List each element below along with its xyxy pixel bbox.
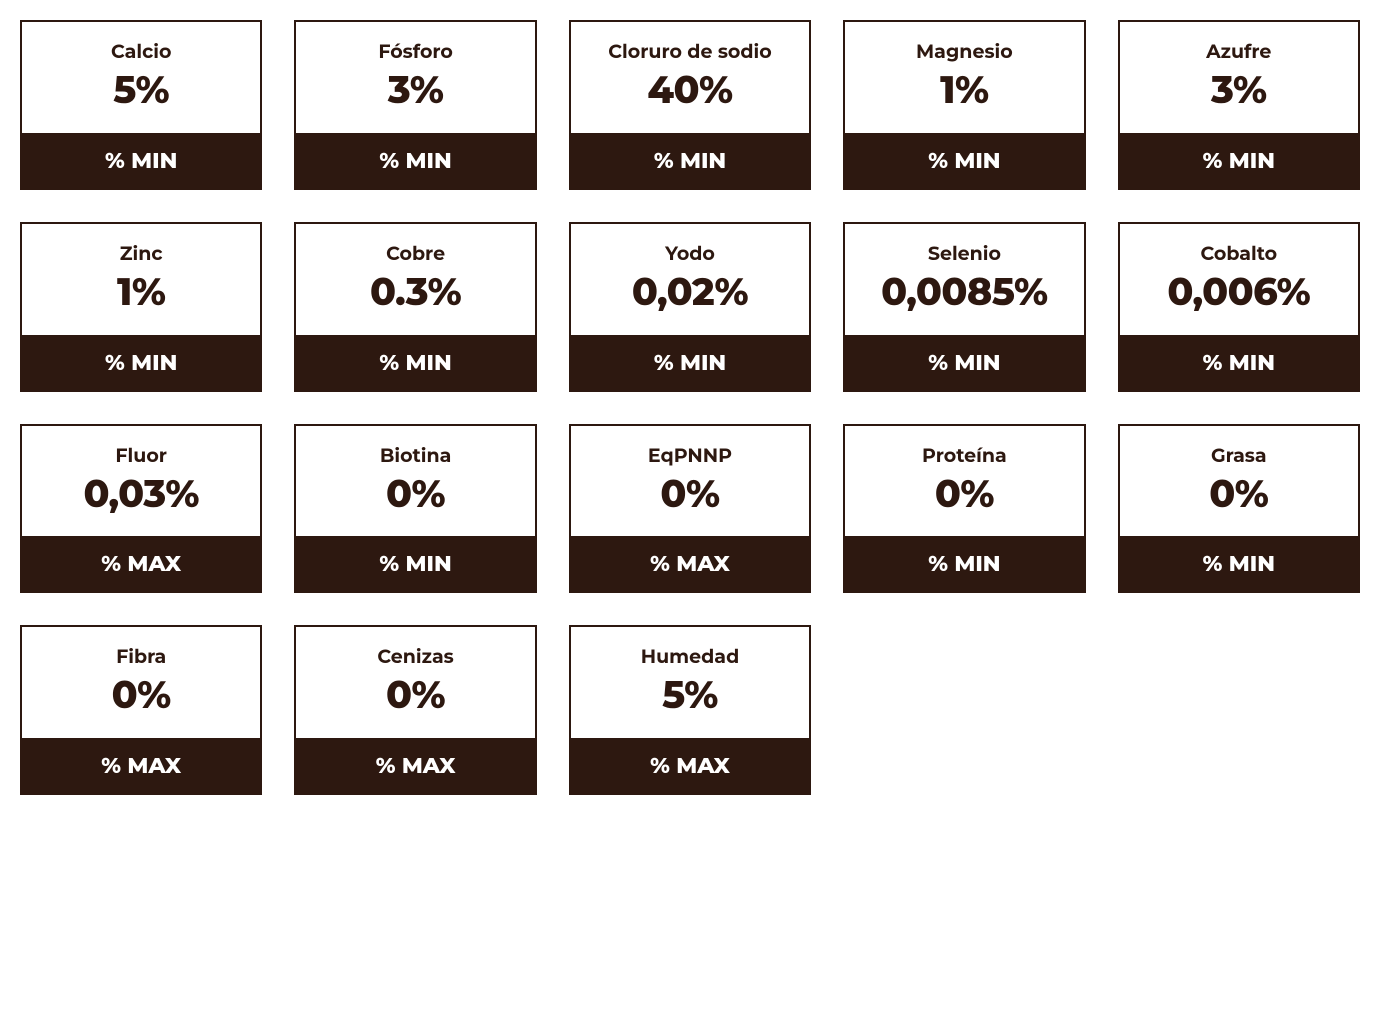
card-content: Humedad 5%	[571, 627, 809, 738]
card-content: EqPNNP 0%	[571, 426, 809, 537]
card-content: Fibra 0%	[22, 627, 260, 738]
nutrient-footer: % MIN	[845, 536, 1083, 591]
card-content: Fósforo 3%	[296, 22, 534, 133]
nutrient-card: Cenizas 0% % MAX	[294, 625, 536, 795]
nutrient-value: 0,02%	[632, 271, 748, 313]
nutrient-name: Magnesio	[916, 40, 1013, 63]
nutrient-footer: % MIN	[571, 133, 809, 188]
nutrient-value: 0.3%	[370, 271, 461, 313]
nutrient-name: Selenio	[928, 242, 1001, 265]
nutrient-name: Fósforo	[378, 40, 453, 63]
nutrient-name: Yodo	[665, 242, 715, 265]
nutrient-card: EqPNNP 0% % MAX	[569, 424, 811, 594]
card-content: Selenio 0,0085%	[845, 224, 1083, 335]
nutrient-value: 5%	[662, 674, 718, 716]
nutrient-footer: % MIN	[571, 335, 809, 390]
nutrient-name: Cobalto	[1200, 242, 1277, 265]
nutrient-footer: % MIN	[296, 133, 534, 188]
nutrient-card: Humedad 5% % MAX	[569, 625, 811, 795]
nutrient-value: 0%	[112, 674, 171, 716]
nutrient-footer: % MIN	[22, 335, 260, 390]
nutrient-name: EqPNNP	[648, 444, 732, 467]
nutrient-footer: % MAX	[22, 536, 260, 591]
nutrient-name: Humedad	[641, 645, 740, 668]
card-content: Biotina 0%	[296, 426, 534, 537]
nutrient-value: 0,0085%	[881, 271, 1047, 313]
card-content: Zinc 1%	[22, 224, 260, 335]
nutrient-card: Selenio 0,0085% % MIN	[843, 222, 1085, 392]
nutrient-footer: % MAX	[571, 738, 809, 793]
card-content: Cobre 0.3%	[296, 224, 534, 335]
nutrient-card: Azufre 3% % MIN	[1118, 20, 1360, 190]
nutrient-card: Zinc 1% % MIN	[20, 222, 262, 392]
nutrient-name: Azufre	[1206, 40, 1271, 63]
nutrient-card: Calcio 5% % MIN	[20, 20, 262, 190]
nutrient-name: Fluor	[115, 444, 167, 467]
nutrient-value: 0%	[935, 473, 994, 515]
nutrient-card: Magnesio 1% % MIN	[843, 20, 1085, 190]
nutrient-name: Zinc	[120, 242, 163, 265]
nutrient-grid: Calcio 5% % MIN Fósforo 3% % MIN Cloruro…	[20, 20, 1360, 795]
nutrient-value: 40%	[647, 69, 732, 111]
nutrient-name: Biotina	[380, 444, 452, 467]
card-content: Yodo 0,02%	[571, 224, 809, 335]
nutrient-value: 0%	[1209, 473, 1268, 515]
nutrient-footer: % MAX	[22, 738, 260, 793]
nutrient-footer: % MIN	[1120, 335, 1358, 390]
nutrient-value: 3%	[388, 69, 444, 111]
nutrient-card: Cobre 0.3% % MIN	[294, 222, 536, 392]
card-content: Proteína 0%	[845, 426, 1083, 537]
nutrient-name: Cloruro de sodio	[608, 40, 771, 63]
nutrient-value: 1%	[117, 271, 165, 313]
nutrient-card: Fluor 0,03% % MAX	[20, 424, 262, 594]
nutrient-name: Cobre	[386, 242, 445, 265]
nutrient-name: Fibra	[116, 645, 166, 668]
nutrient-footer: % MIN	[1120, 536, 1358, 591]
card-content: Cobalto 0,006%	[1120, 224, 1358, 335]
card-content: Grasa 0%	[1120, 426, 1358, 537]
card-content: Cenizas 0%	[296, 627, 534, 738]
card-content: Calcio 5%	[22, 22, 260, 133]
nutrient-name: Grasa	[1211, 444, 1267, 467]
nutrient-card: Cloruro de sodio 40% % MIN	[569, 20, 811, 190]
nutrient-footer: % MIN	[22, 133, 260, 188]
card-content: Cloruro de sodio 40%	[571, 22, 809, 133]
nutrient-card: Fibra 0% % MAX	[20, 625, 262, 795]
nutrient-value: 5%	[113, 69, 169, 111]
nutrient-footer: % MIN	[845, 335, 1083, 390]
nutrient-footer: % MAX	[296, 738, 534, 793]
nutrient-value: 1%	[940, 69, 988, 111]
nutrient-value: 3%	[1211, 69, 1267, 111]
nutrient-value: 0%	[660, 473, 719, 515]
nutrient-name: Cenizas	[377, 645, 453, 668]
nutrient-card: Fósforo 3% % MIN	[294, 20, 536, 190]
nutrient-card: Yodo 0,02% % MIN	[569, 222, 811, 392]
nutrient-name: Calcio	[111, 40, 171, 63]
nutrient-footer: % MAX	[571, 536, 809, 591]
nutrient-card: Biotina 0% % MIN	[294, 424, 536, 594]
card-content: Azufre 3%	[1120, 22, 1358, 133]
card-content: Magnesio 1%	[845, 22, 1083, 133]
nutrient-value: 0%	[386, 674, 445, 716]
card-content: Fluor 0,03%	[22, 426, 260, 537]
nutrient-footer: % MIN	[296, 335, 534, 390]
nutrient-footer: % MIN	[296, 536, 534, 591]
nutrient-name: Proteína	[922, 444, 1007, 467]
nutrient-footer: % MIN	[1120, 133, 1358, 188]
nutrient-card: Grasa 0% % MIN	[1118, 424, 1360, 594]
nutrient-value: 0%	[386, 473, 445, 515]
nutrient-card: Cobalto 0,006% % MIN	[1118, 222, 1360, 392]
nutrient-card: Proteína 0% % MIN	[843, 424, 1085, 594]
nutrient-value: 0,006%	[1167, 271, 1310, 313]
nutrient-value: 0,03%	[83, 473, 199, 515]
nutrient-footer: % MIN	[845, 133, 1083, 188]
